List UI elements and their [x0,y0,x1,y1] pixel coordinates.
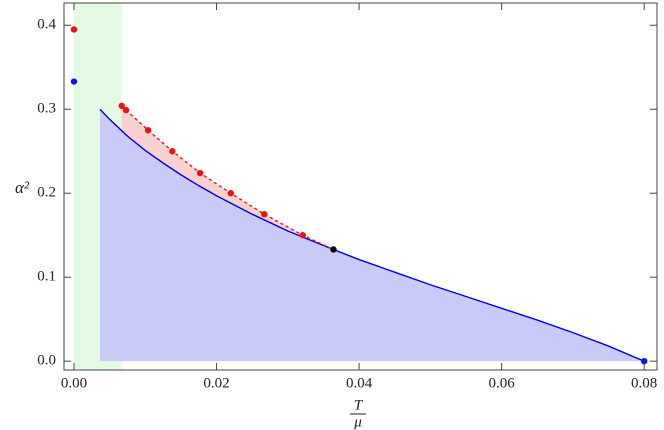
series-marker [144,127,152,134]
series-marker [261,211,268,218]
series-marker [118,102,125,110]
x-tick-label: 0.08 [631,375,657,391]
y-tick-label: 0.4 [37,17,56,33]
y-tick-label: 0.2 [37,185,56,201]
series-marker [227,190,234,197]
series-marker [169,148,176,155]
plot-area [70,3,648,370]
x-tick-label: 0.02 [203,375,229,391]
y-tick-label: 0.0 [37,353,56,369]
y-tick-label: 0.1 [37,269,56,285]
frame [63,2,658,371]
x-label-denominator: μ [353,414,362,430]
point [330,246,337,253]
point [640,357,648,365]
series-line [99,108,645,362]
area-fill [99,109,645,362]
x-tick-label: 0.04 [346,375,373,391]
point [70,78,78,85]
series-marker [299,232,306,239]
point [70,26,78,33]
y-axis-label: α² [15,178,30,197]
series-marker [122,106,130,114]
y-tick-label: 0.3 [37,101,56,117]
x-label-numerator: T [354,397,364,413]
x-tick-label: 0.00 [61,375,87,391]
series-marker [196,169,204,177]
x-tick-label: 0.06 [488,375,515,391]
